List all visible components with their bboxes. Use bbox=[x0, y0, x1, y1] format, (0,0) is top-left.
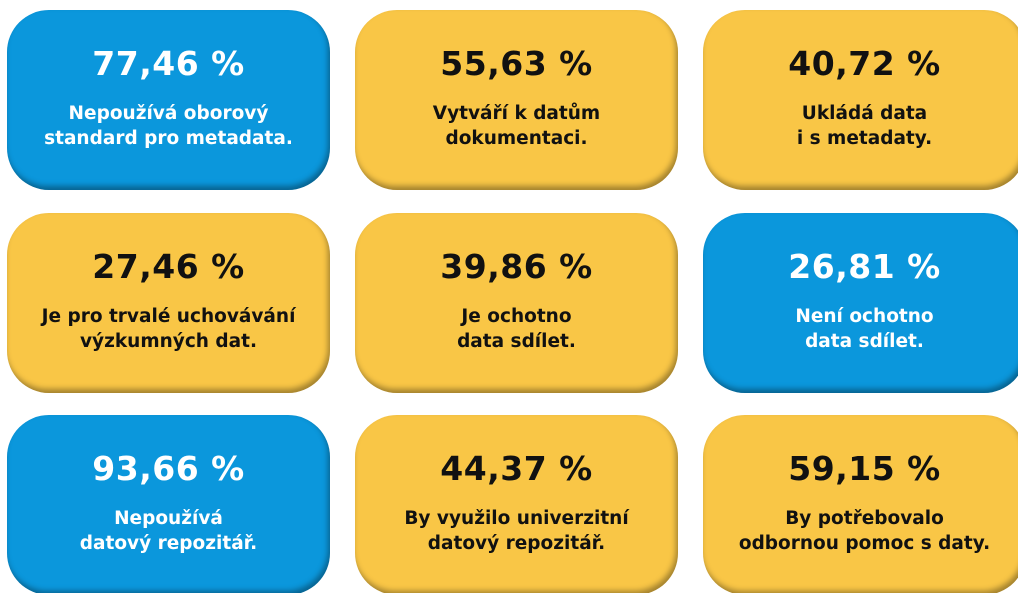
stat-label: Ukládá data i s metadaty. bbox=[797, 101, 932, 151]
stat-card: 40,72 % Ukládá data i s metadaty. bbox=[703, 10, 1018, 190]
stat-label: Nepoužívá oborový standard pro metadata. bbox=[44, 101, 293, 151]
stat-value: 44,37 % bbox=[440, 449, 593, 488]
label-line: Ukládá data bbox=[801, 103, 928, 124]
label-line: výzkumných dat. bbox=[79, 331, 258, 352]
label-line: By potřebovalo bbox=[785, 508, 944, 529]
label-line: i s metadaty. bbox=[796, 128, 933, 149]
label-line: standard pro metadata. bbox=[44, 128, 293, 149]
label-line: Je pro trvalé uchovávání bbox=[41, 306, 296, 327]
stat-label: Není ochotno data sdílet. bbox=[795, 304, 933, 354]
stat-value: 40,72 % bbox=[788, 44, 941, 83]
stat-label: Je pro trvalé uchovávání výzkumných dat. bbox=[42, 304, 296, 354]
stat-card: 39,86 % Je ochotno data sdílet. bbox=[355, 213, 678, 393]
stat-card: 26,81 % Není ochotno data sdílet. bbox=[703, 213, 1018, 393]
stat-label: Vytváří k datům dokumentaci. bbox=[433, 101, 600, 151]
label-line: dokumentaci. bbox=[445, 128, 588, 149]
label-line: Nepoužívá oborový bbox=[68, 103, 269, 124]
stat-card: 93,66 % Nepoužívá datový repozitář. bbox=[7, 415, 330, 593]
stat-card: 44,37 % By využilo univerzitní datový repo… bbox=[355, 415, 678, 593]
label-line: Není ochotno bbox=[795, 306, 934, 327]
stat-label: By potřebovalo odbornou pomoc s daty. bbox=[739, 506, 990, 556]
stat-value: 55,63 % bbox=[440, 44, 593, 83]
stat-label: Je ochotno data sdílet. bbox=[457, 304, 576, 354]
stat-value: 26,81 % bbox=[788, 247, 941, 286]
stat-value: 39,86 % bbox=[440, 247, 593, 286]
stat-value: 59,15 % bbox=[788, 449, 941, 488]
stat-card: 27,46 % Je pro trvalé uchovávání výzkumnýc… bbox=[7, 213, 330, 393]
stat-card: 59,15 % By potřebovalo odbornou pomoc s da… bbox=[703, 415, 1018, 593]
stat-label: Nepoužívá datový repozitář. bbox=[80, 506, 257, 556]
stat-value: 93,66 % bbox=[92, 449, 245, 488]
stat-card: 55,63 % Vytváří k datům dokumentaci. bbox=[355, 10, 678, 190]
label-line: data sdílet. bbox=[457, 331, 576, 352]
label-line: Nepoužívá bbox=[114, 508, 223, 529]
label-line: data sdílet. bbox=[805, 331, 924, 352]
label-line: odbornou pomoc s daty. bbox=[738, 533, 991, 554]
stat-card: 77,46 % Nepoužívá oborový standard pro met… bbox=[7, 10, 330, 190]
stat-value: 27,46 % bbox=[92, 247, 245, 286]
label-line: datový repozitář. bbox=[79, 533, 258, 554]
label-line: datový repozitář. bbox=[427, 533, 606, 554]
label-line: By využilo univerzitní bbox=[404, 508, 629, 529]
stat-label: By využilo univerzitní datový repozitář. bbox=[404, 506, 628, 556]
label-line: Vytváří k datům bbox=[432, 103, 601, 124]
stat-value: 77,46 % bbox=[92, 44, 245, 83]
label-line: Je ochotno bbox=[461, 306, 572, 327]
